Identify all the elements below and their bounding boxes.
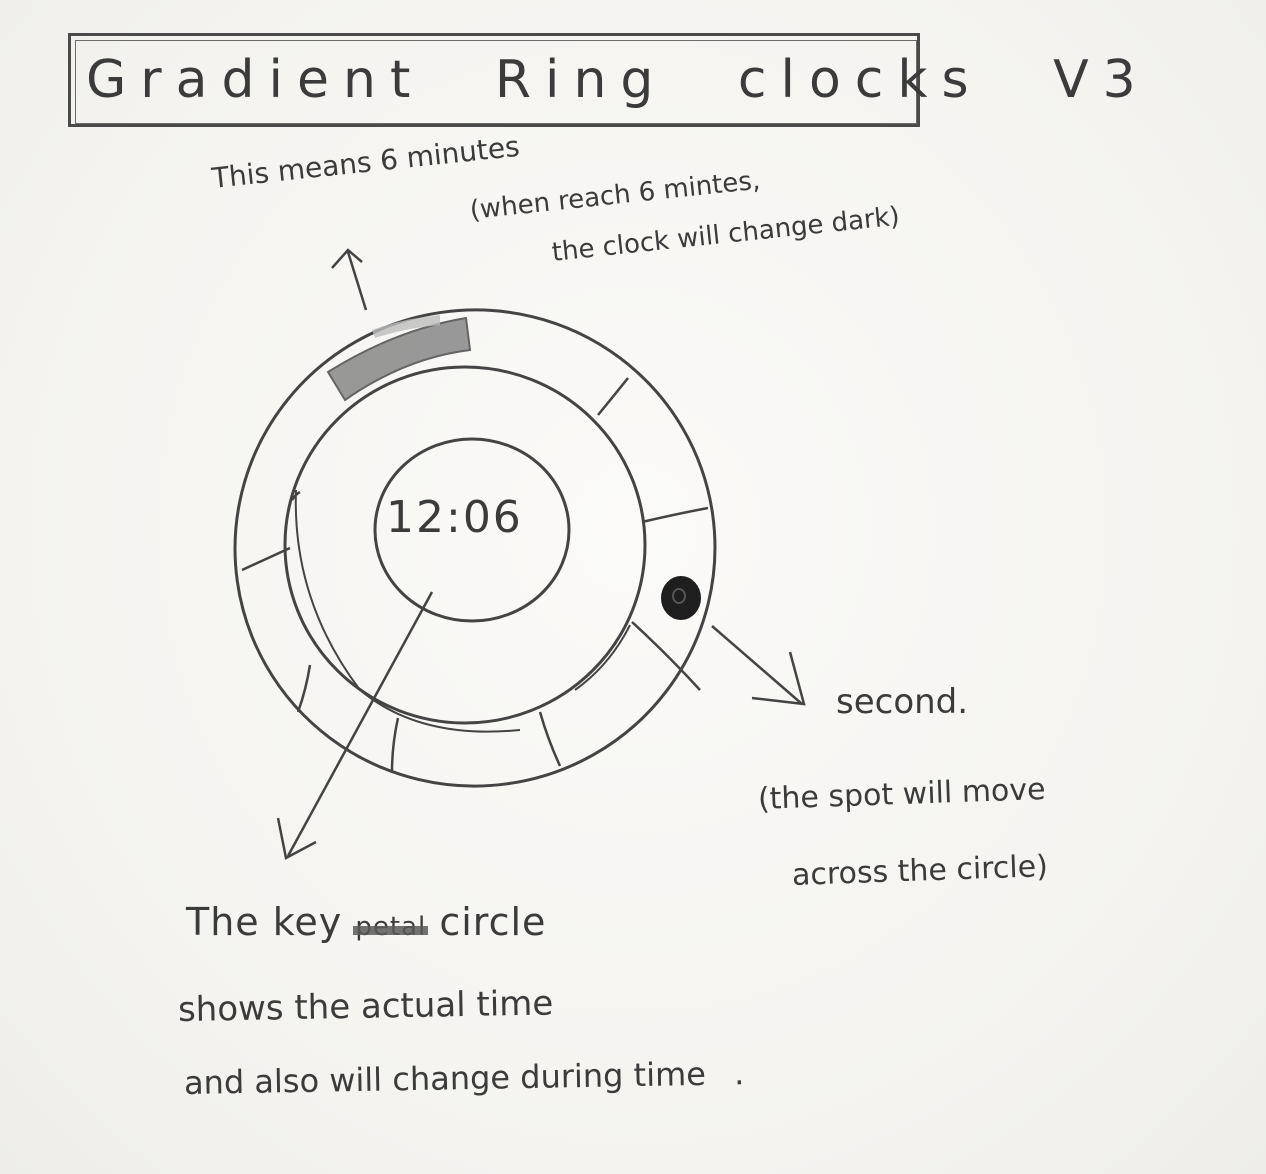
clock-time: 12:06: [386, 492, 523, 543]
second-arrow: [711, 625, 806, 706]
sketch-title: Gradient Ring clocks V3: [86, 50, 1150, 110]
title-frame: [68, 33, 920, 127]
divider: [241, 546, 291, 572]
second-note-line1: second.: [836, 682, 969, 722]
key-note-suffix: circle: [439, 900, 547, 944]
inner-ring: [283, 365, 647, 725]
divider: [538, 711, 562, 767]
key-note-line2: shows the actual time: [177, 983, 554, 1030]
divider: [631, 621, 701, 691]
second-spot-highlight: [672, 588, 686, 604]
minutes-arrow: [331, 248, 368, 311]
second-spot: [661, 576, 701, 620]
key-note-line3-end: .: [733, 1054, 745, 1093]
outer-ring: [233, 308, 717, 788]
ring-dividers: [241, 377, 709, 773]
inner-ring-detail: [574, 624, 631, 691]
divider: [390, 717, 400, 773]
key-note-struck-word: petal: [353, 912, 429, 942]
divider: [597, 377, 629, 416]
key-note-line1: The key petal circle: [186, 900, 546, 944]
key-arrow: [276, 591, 434, 860]
minute-segment-light: [372, 315, 440, 338]
divider: [641, 506, 709, 524]
minute-segment-shaded: [326, 316, 472, 402]
divider: [296, 664, 312, 713]
inner-ring-detail: [294, 489, 521, 733]
key-note-prefix: The key: [186, 900, 343, 944]
key-circle: [373, 437, 571, 623]
